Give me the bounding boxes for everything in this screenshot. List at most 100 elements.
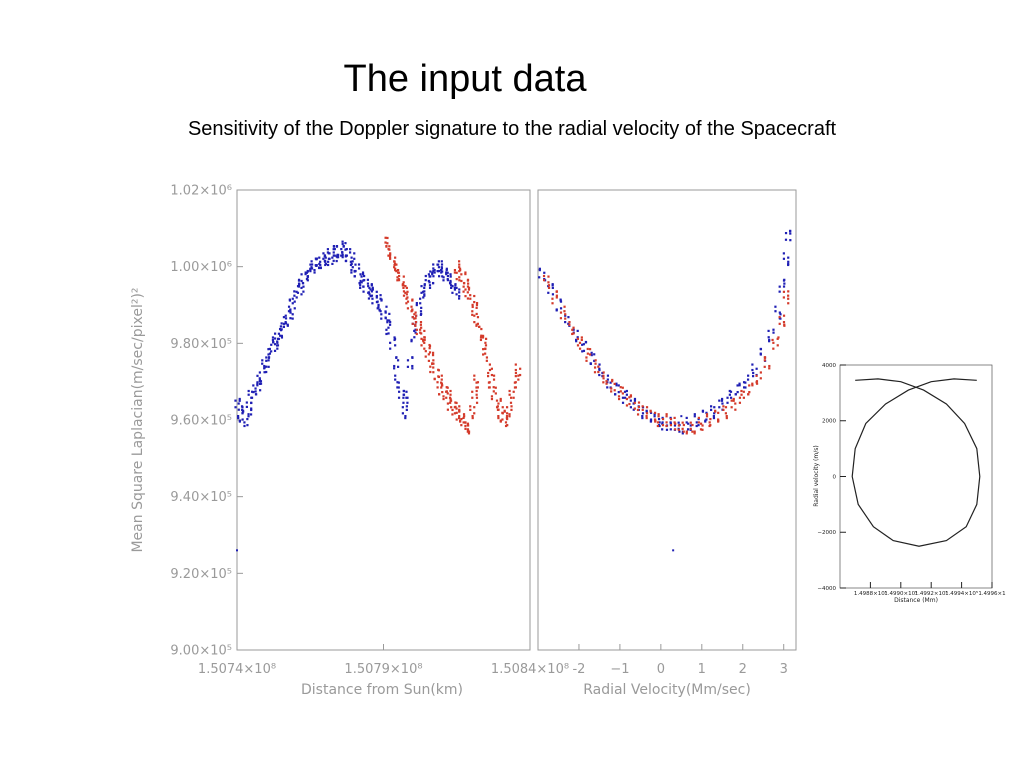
distance-panel-inbound-point — [460, 273, 463, 276]
distance-panel-outbound-point — [413, 329, 416, 333]
velocity-panel-outbound-point — [685, 421, 688, 424]
distance-panel-inbound-point — [497, 415, 500, 418]
velocity-panel-outbound-point — [695, 424, 698, 428]
distance-panel-inbound-point — [449, 389, 452, 393]
distance-panel-outbound-point — [237, 415, 240, 418]
velocity-panel-outbound-point — [774, 305, 777, 308]
distance-panel-outbound-point — [336, 256, 339, 259]
distance-panel-outbound-point — [322, 257, 325, 260]
distance-panel-outbound-point — [429, 270, 432, 273]
distance-panel-inbound-point — [405, 302, 408, 305]
distance-panel-inbound-point — [389, 253, 392, 257]
distance-panel-outbound-point — [300, 273, 303, 276]
velocity-panel-inbound-point — [738, 396, 742, 399]
distance-panel-inbound-point — [464, 421, 467, 424]
distance-panel-inbound-point — [486, 375, 490, 378]
velocity-panel-inbound-point — [657, 415, 660, 418]
distance-panel-outbound-point — [389, 320, 392, 324]
distance-panel-outbound-point — [349, 263, 353, 267]
distance-panel-outbound-point — [271, 336, 275, 339]
velocity-panel-inbound-point — [708, 421, 711, 424]
distance-panel-inbound-point — [429, 365, 432, 368]
distance-panel-outbound-point — [388, 312, 391, 316]
velocity-panel-inbound-point — [547, 281, 550, 284]
velocity-panel-inbound-point — [542, 279, 546, 282]
velocity-panel-outbound-point — [779, 317, 782, 320]
distance-panel-inbound-point — [505, 415, 509, 418]
velocity-panel-inbound-point — [674, 428, 677, 431]
distance-panel-outbound-point — [423, 294, 426, 297]
distance-panel-outbound-point — [410, 340, 413, 343]
distance-panel-inbound-point — [455, 278, 458, 281]
distance-panel-outbound-point — [420, 291, 423, 294]
velocity-panel-outbound-point — [559, 298, 562, 301]
velocity-panel-outbound-point — [576, 329, 579, 333]
distance-panel-inbound-point — [428, 345, 432, 348]
distance-panel-outbound-point — [258, 378, 262, 382]
distance-panel-inbound-point — [473, 412, 476, 415]
orbit-panel-xtick-label: 1.4990×10⁵ — [884, 590, 917, 597]
distance-panel-outbound-point — [396, 381, 399, 384]
distance-panel-inbound-point — [449, 397, 452, 401]
distance-panel-outbound-point — [351, 266, 354, 269]
distance-panel-outbound-point — [246, 417, 249, 421]
distance-panel-outbound-point — [406, 401, 409, 404]
velocity-panel-inbound-point — [755, 382, 759, 385]
velocity-panel-outbound-point — [632, 402, 635, 405]
distance-panel-inbound-point — [389, 257, 392, 260]
distance-panel-outbound-point — [302, 290, 305, 293]
distance-panel-inbound-point — [476, 322, 479, 325]
distance-panel-inbound-point — [453, 412, 457, 415]
velocity-panel-inbound-point — [602, 371, 605, 374]
distance-panel-outbound-point — [437, 260, 440, 263]
orbit-panel-orbit-curve — [851, 378, 981, 547]
distance-panel-inbound-point — [490, 367, 493, 370]
velocity-panel-outbound-point — [729, 396, 733, 399]
distance-panel-outbound-point — [278, 327, 282, 331]
velocity-panel-inbound-point — [669, 424, 673, 427]
velocity-panel-inbound-point — [568, 323, 571, 326]
distance-panel-inbound-point — [473, 314, 476, 317]
velocity-panel-outbound-point — [598, 373, 601, 377]
velocity-panel-inbound-point — [768, 364, 771, 368]
velocity-panel-inbound-point — [605, 380, 608, 383]
distance-panel-inbound-point — [473, 321, 476, 324]
velocity-panel-inbound-point — [555, 294, 558, 297]
velocity-panel-outbound-point — [772, 328, 775, 331]
velocity-panel-outbound-point — [726, 401, 729, 404]
distance-panel-inbound-point — [492, 374, 496, 377]
distance-panel-inbound-point — [436, 381, 439, 384]
distance-panel-outbound-point — [333, 254, 336, 257]
distance-panel-inbound-point — [497, 416, 500, 420]
distance-panel-inbound-point — [427, 353, 430, 356]
distance-panel-inbound-point — [422, 338, 425, 342]
distance-panel-outbound-point — [247, 415, 250, 418]
distance-panel-inbound-point — [437, 375, 440, 378]
velocity-panel-outbound-point — [726, 396, 729, 399]
velocity-panel-outbound-point — [629, 406, 632, 409]
velocity-panel-outbound-point — [713, 412, 716, 415]
velocity-panel-inbound-point — [782, 296, 785, 299]
velocity-panel-outbound-point — [590, 354, 593, 357]
distance-panel-inbound-point — [414, 321, 418, 324]
distance-panel-inbound-point — [496, 408, 500, 411]
distance-panel-outbound-point — [396, 365, 400, 368]
distance-panel-inbound-point — [419, 328, 422, 331]
distance-panel-inbound-point — [457, 416, 461, 420]
distance-panel-inbound-point — [455, 401, 458, 405]
velocity-panel-outbound-point — [606, 374, 610, 377]
distance-panel-outbound-point — [301, 282, 305, 285]
velocity-panel-inbound-point — [730, 406, 733, 409]
distance-panel-outbound-point — [289, 311, 292, 314]
velocity-panel-inbound-point — [641, 405, 644, 408]
distance-panel-outbound-point — [440, 268, 443, 272]
distance-panel-inbound-point — [469, 408, 472, 411]
velocity-panel-inbound-point — [787, 290, 790, 293]
distance-panel-inbound-point — [484, 352, 487, 355]
distance-panel-inbound-point — [473, 300, 476, 304]
velocity-panel-outbound-point — [632, 408, 635, 411]
distance-panel-inbound-point — [485, 356, 489, 359]
velocity-panel-inbound-point — [633, 401, 636, 405]
distance-panel-outbound-point — [238, 419, 241, 422]
distance-panel-inbound-point — [460, 424, 463, 427]
